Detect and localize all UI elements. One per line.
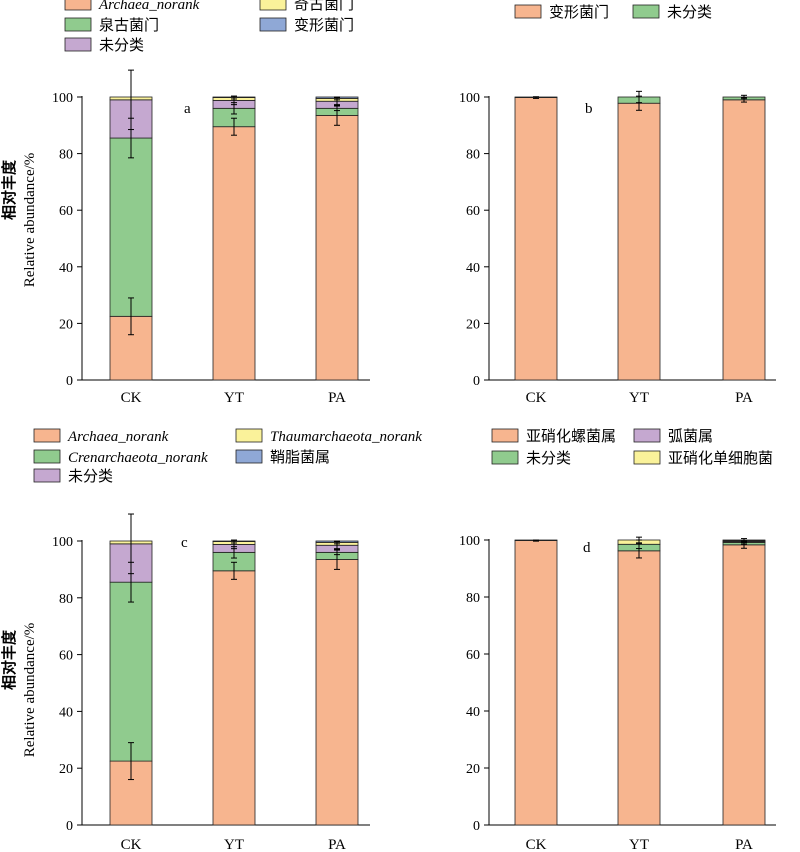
legend-swatch: [64, 37, 92, 52]
bar-segment: [315, 559, 359, 826]
chart-panel-c: 0 20 40 60 80 100 CK YT PA c Archaea_norank Thaumar…: [0, 428, 422, 852]
legend-label: Thaumarchaeota_norank: [270, 429, 422, 445]
x-tick-label-pa: PA: [735, 837, 753, 852]
legend-label: 弧菌属: [668, 428, 713, 445]
y-tick-label: 40: [466, 261, 480, 276]
legend-swatch: [632, 4, 660, 19]
legend-label: Archaea_norank: [98, 0, 200, 13]
legend-swatch: [33, 468, 61, 483]
y-tick-label: 60: [466, 648, 480, 663]
legend-label: 未分类: [99, 37, 144, 54]
y-axis-label: Relative abundance/%: [22, 623, 38, 758]
y-tick-label: 20: [466, 317, 480, 332]
chart-panel-a: 0 20 40 60 80 100 CK YT PA a Archaea_norank 奇古菌门泉古菌…: [0, 0, 370, 406]
y-tick-label: 60: [59, 204, 73, 219]
panel-label: b: [585, 101, 593, 117]
y-tick-label: 20: [59, 762, 73, 777]
x-tick-label-pa: PA: [328, 837, 346, 852]
y-tick-label: 100: [459, 534, 480, 549]
legend-swatch: [235, 428, 263, 443]
x-tick-label-ck: CK: [526, 837, 547, 852]
y-tick-label: 100: [52, 535, 73, 550]
y-tick-label: 0: [66, 374, 73, 389]
legend-swatch: [491, 428, 519, 443]
y-tick-label: 40: [59, 705, 73, 720]
legend-swatch: [64, 17, 92, 32]
bar-segment: [109, 137, 153, 317]
legend-swatch: [33, 449, 61, 464]
bar-segment: [722, 99, 766, 381]
legend-swatch: [514, 4, 542, 19]
y-tick-label: 40: [59, 261, 73, 276]
legend-swatch: [491, 450, 519, 465]
chart-panel-b: 0 20 40 60 80 100 CK YT PA b 变形菌门 未分类: [459, 4, 776, 406]
legend-label: 亚硝化螺菌属: [526, 428, 616, 445]
x-tick-label-yt: YT: [629, 390, 649, 406]
y-tick-label: 80: [59, 148, 73, 163]
y-tick-label: 80: [466, 148, 480, 163]
y-tick-label: 100: [459, 91, 480, 106]
y-tick-label: 20: [59, 317, 73, 332]
legend-swatch: [633, 450, 661, 465]
legend-label: Archaea_norank: [67, 429, 169, 445]
bar-segment: [315, 114, 359, 381]
x-tick-label-yt: YT: [629, 837, 649, 852]
bar-segment: [109, 581, 153, 762]
x-tick-label-yt: YT: [224, 837, 244, 852]
legend-label: 变形菌门: [294, 17, 354, 34]
y-tick-label: 0: [473, 374, 480, 389]
y-tick-label: 60: [59, 649, 73, 664]
legend-label: 奇古菌门: [294, 0, 354, 13]
legend-label: 鞘脂菌属: [270, 449, 330, 466]
legend-label: 未分类: [526, 450, 571, 467]
y-tick-label: 40: [466, 705, 480, 720]
legend-label: 变形菌门: [549, 4, 609, 21]
bar-segment: [617, 550, 661, 826]
legend-label: 泉古菌门: [99, 17, 159, 34]
x-tick-label-ck: CK: [526, 390, 547, 406]
bar-segment: [212, 570, 256, 826]
bar-segment: [514, 540, 558, 826]
x-tick-label-ck: CK: [121, 390, 142, 406]
y-tick-label: 0: [473, 819, 480, 834]
y-tick-label: 60: [466, 204, 480, 219]
legend-swatch: [633, 428, 661, 443]
legend-label: 未分类: [68, 468, 113, 485]
x-tick-label-pa: PA: [328, 390, 346, 406]
legend-swatch: [259, 17, 287, 32]
panel-label: c: [181, 535, 188, 551]
bar-segment: [212, 126, 256, 381]
y-tick-label: 0: [66, 819, 73, 834]
legend-label: 亚硝化单细胞菌: [668, 450, 773, 467]
y-axis-label-cn: 相对丰度: [0, 629, 18, 690]
y-tick-label: 80: [59, 592, 73, 607]
y-tick-label: 20: [466, 762, 480, 777]
y-axis-label: Relative abundance/%: [22, 153, 38, 288]
bar-segment: [722, 544, 766, 826]
legend-swatch: [64, 0, 92, 11]
legend-swatch: [235, 449, 263, 464]
legend-label: Crenarchaeota_norank: [68, 450, 208, 466]
y-axis-label-cn: 相对丰度: [0, 159, 18, 220]
panel-label: d: [583, 540, 591, 556]
x-tick-label-ck: CK: [121, 837, 142, 852]
bar-segment: [617, 102, 661, 381]
legend-swatch: [33, 428, 61, 443]
bar-segment: [514, 97, 558, 381]
y-tick-label: 80: [466, 591, 480, 606]
legend-label: 未分类: [667, 4, 712, 21]
x-tick-label-pa: PA: [735, 390, 753, 406]
x-tick-label-yt: YT: [224, 390, 244, 406]
legend-swatch: [259, 0, 287, 11]
y-tick-label: 100: [52, 91, 73, 106]
panel-label: a: [184, 101, 191, 117]
